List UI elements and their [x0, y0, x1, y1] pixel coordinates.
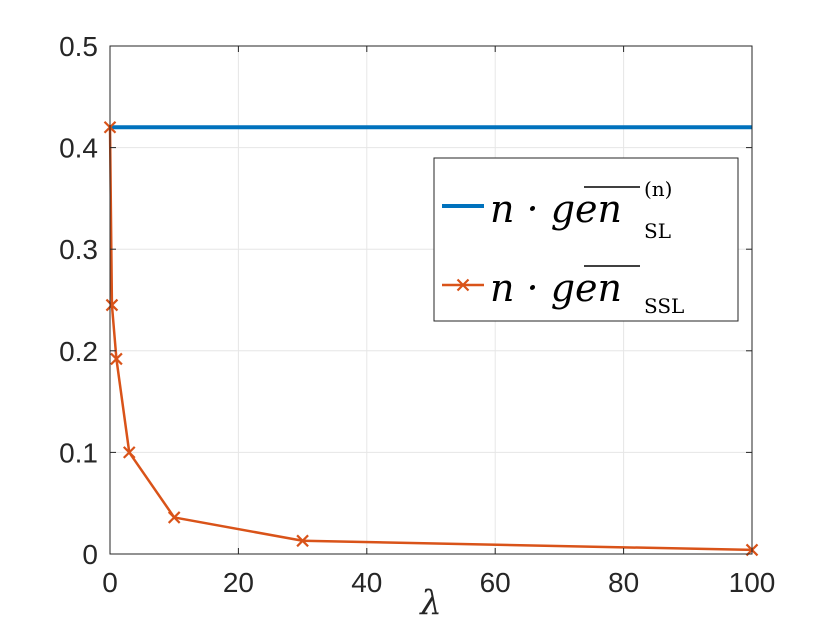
data-point-marker — [296, 534, 309, 548]
legend-label-ssl: n · gen — [490, 266, 622, 310]
y-tick-label: 0.3 — [59, 234, 98, 265]
y-tick-label: 0.2 — [59, 336, 98, 367]
legend-sup-sl: (n) — [644, 177, 673, 201]
x-tick-label: 0 — [102, 567, 118, 598]
x-tick-label: 80 — [608, 567, 639, 598]
legend-x-marker — [456, 278, 470, 292]
data-point-marker — [167, 511, 181, 524]
legend-sub-ssl: SSL — [644, 294, 684, 318]
data-point-marker — [105, 298, 119, 312]
legend-marker-ssl — [456, 278, 470, 292]
x-axis-label: λ — [418, 583, 442, 623]
legend: n · gen (n) SL n · gen SSL — [433, 157, 739, 322]
legend-box — [433, 157, 739, 322]
x-tick-label: 100 — [729, 567, 776, 598]
plot-frame — [109, 45, 753, 555]
x-tick-label: 40 — [351, 567, 382, 598]
legend-label-sl: n · gen — [490, 187, 622, 231]
data-point-marker — [122, 446, 136, 459]
y-tick-label: 0 — [82, 539, 98, 570]
x-tick-label: 60 — [480, 567, 511, 598]
legend-sub-sl: SL — [644, 219, 671, 243]
x-tick-label: 20 — [223, 567, 254, 598]
y-tick-label: 0.4 — [59, 133, 98, 164]
y-tick-label: 0.5 — [59, 31, 98, 62]
axis-ticks: 0 20 40 60 80 100 0 0.1 0.2 0.3 0.4 0.5 — [59, 31, 775, 598]
y-tick-label: 0.1 — [59, 437, 98, 468]
data-point-marker — [110, 352, 123, 366]
